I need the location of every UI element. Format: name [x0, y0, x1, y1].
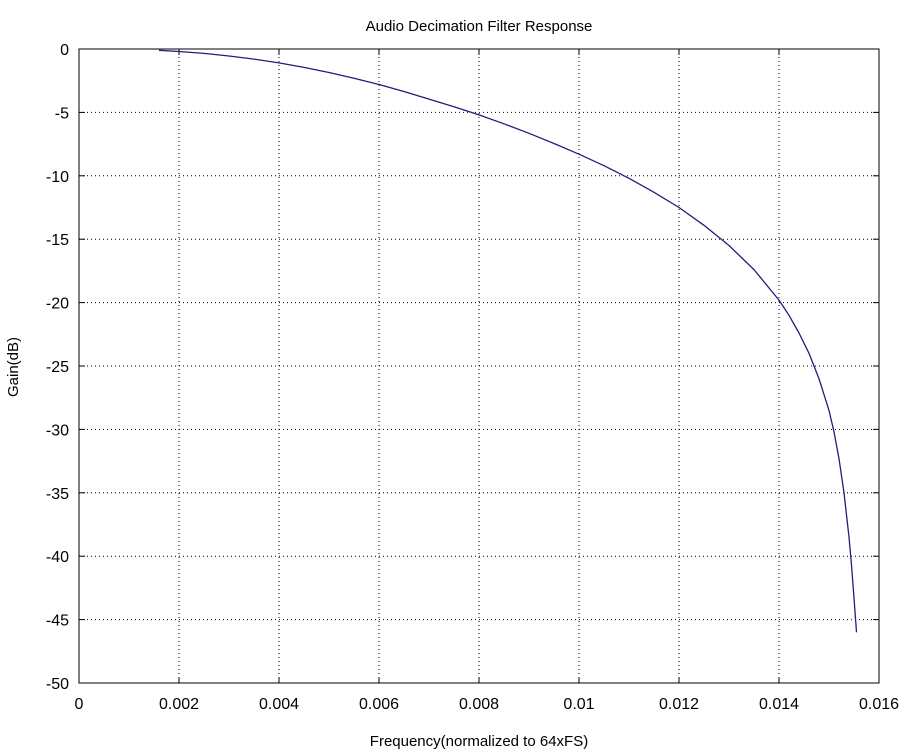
y-axis-label: Gain(dB) [5, 337, 22, 397]
y-tick-label: -15 [46, 232, 69, 249]
y-tick-label: -35 [46, 486, 69, 503]
grid-lines [79, 49, 879, 683]
y-tick-label: -40 [46, 549, 69, 566]
x-tick-label: 0.008 [459, 696, 499, 713]
y-tick-label: -45 [46, 613, 69, 630]
x-tick-label: 0.006 [359, 696, 399, 713]
series-layer [158, 49, 858, 633]
series-line [158, 49, 858, 633]
chart-title: Audio Decimation Filter Response [366, 18, 593, 35]
y-tick-label: -5 [55, 105, 69, 122]
x-tick-label: 0.01 [563, 696, 594, 713]
y-tick-label: 0 [60, 42, 69, 59]
x-tick-label: 0.016 [859, 696, 899, 713]
y-tick-label: -10 [46, 169, 69, 186]
x-tick-label: 0.012 [659, 696, 699, 713]
x-tick-label: 0.014 [759, 696, 799, 713]
y-tick-label: -50 [46, 676, 69, 693]
x-tick-label: 0.002 [159, 696, 199, 713]
x-axis: 0 0.002 0.004 0.006 0.008 0.01 0.012 0.014 0.016 [75, 49, 899, 713]
x-axis-label: Frequency(normalized to 64xFS) [370, 733, 588, 750]
y-tick-label: -20 [46, 296, 69, 313]
x-tick-label: 0.004 [259, 696, 299, 713]
y-axis: 0 -5 -10 -15 -20 -25 -30 -35 -40 -45 -50 [46, 42, 879, 693]
y-tick-label: -25 [46, 359, 69, 376]
x-tick-label: 0 [75, 696, 84, 713]
y-tick-label: -30 [46, 422, 69, 439]
